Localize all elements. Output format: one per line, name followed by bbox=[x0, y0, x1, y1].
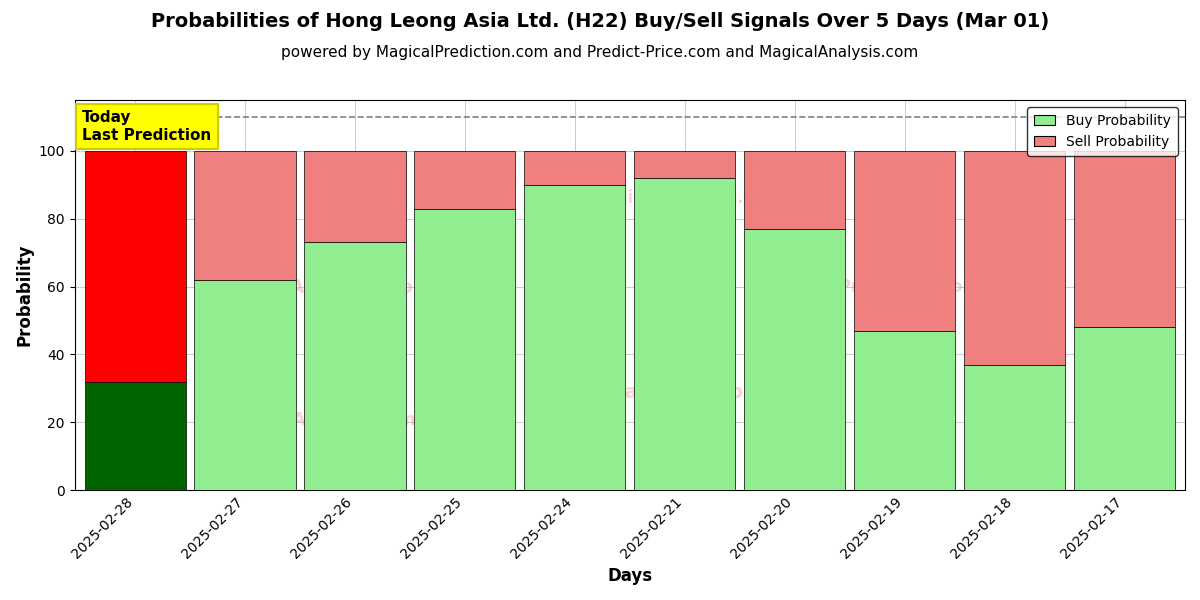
Text: Today
Last Prediction: Today Last Prediction bbox=[83, 110, 211, 143]
Bar bbox=[744, 151, 845, 229]
Text: powered by MagicalPrediction.com and Predict-Price.com and MagicalAnalysis.com: powered by MagicalPrediction.com and Pre… bbox=[281, 45, 919, 60]
Bar bbox=[964, 151, 1066, 365]
Text: MagicalPrediction.com: MagicalPrediction.com bbox=[560, 383, 810, 402]
Bar bbox=[854, 151, 955, 331]
Bar bbox=[635, 151, 736, 178]
Bar bbox=[744, 229, 845, 490]
Bar bbox=[854, 331, 955, 490]
Text: MagicalAnalysis.com: MagicalAnalysis.com bbox=[588, 188, 782, 206]
Text: MagicalPrediction.com: MagicalPrediction.com bbox=[768, 278, 980, 296]
Bar bbox=[305, 151, 406, 242]
Text: MagicalAnalysis.com: MagicalAnalysis.com bbox=[222, 411, 416, 429]
X-axis label: Days: Days bbox=[607, 567, 653, 585]
Bar bbox=[635, 178, 736, 490]
Bar bbox=[524, 151, 625, 185]
Bar bbox=[414, 209, 516, 490]
Bar bbox=[1074, 151, 1175, 327]
Text: Probabilities of Hong Leong Asia Ltd. (H22) Buy/Sell Signals Over 5 Days (Mar 01: Probabilities of Hong Leong Asia Ltd. (H… bbox=[151, 12, 1049, 31]
Bar bbox=[414, 151, 516, 209]
Y-axis label: Probability: Probability bbox=[16, 244, 34, 346]
Text: MagicalAnalysis.com: MagicalAnalysis.com bbox=[205, 278, 433, 297]
Bar bbox=[1074, 327, 1175, 490]
Bar bbox=[84, 151, 186, 382]
Bar bbox=[84, 382, 186, 490]
Bar bbox=[194, 280, 295, 490]
Bar bbox=[194, 151, 295, 280]
Legend: Buy Probability, Sell Probability: Buy Probability, Sell Probability bbox=[1027, 107, 1178, 156]
Bar bbox=[305, 242, 406, 490]
Bar bbox=[964, 365, 1066, 490]
Bar bbox=[524, 185, 625, 490]
